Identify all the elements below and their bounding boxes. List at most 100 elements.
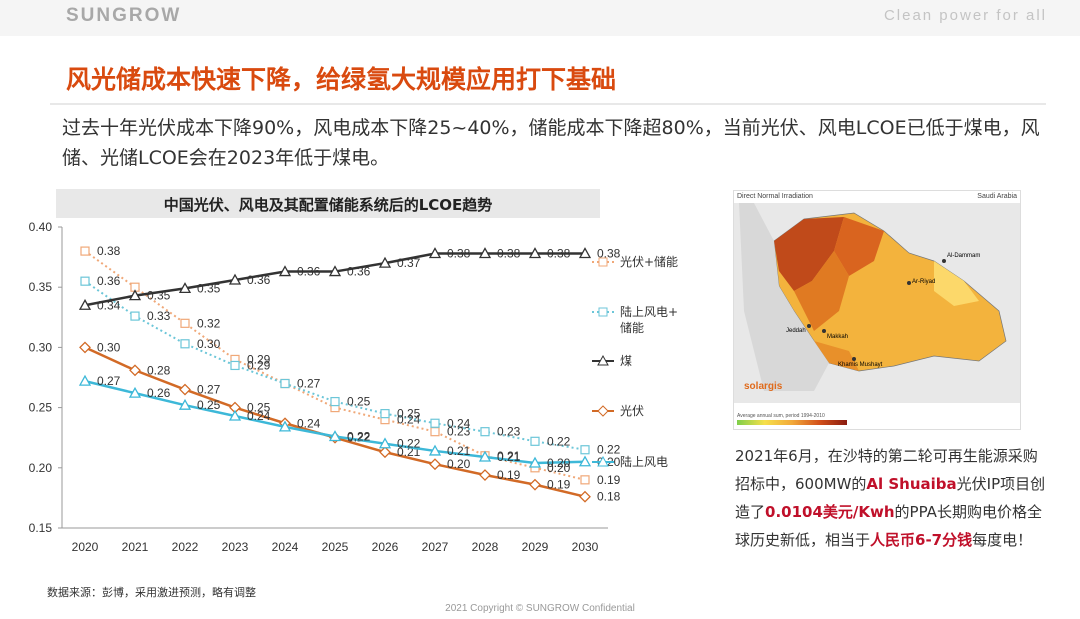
data-label: 0.30 [197,337,221,351]
map-caption: 2021年6月，在沙特的第二轮可再生能源采购招标中，600MW的Al Shuai… [735,447,1046,549]
data-point [528,247,542,259]
tagline: Clean power for all [883,7,1047,24]
data-point [278,420,292,432]
data-label: 0.19 [597,473,621,487]
data-point [478,450,492,462]
data-label: 0.21 [497,450,521,464]
city-label: Makkah [827,334,849,340]
data-point [129,364,141,377]
data-label: 0.18 [597,490,621,504]
data-point [78,374,92,386]
data-label: 0.20 [547,456,571,470]
data-label: 0.27 [197,383,221,397]
city-label: Ar-Riyad [912,279,936,285]
chart-title: 中国光伏、风电及其配置储能系统后的LCOE趋势 [163,196,493,214]
map-heading: Direct Normal Irradiation [737,193,813,200]
data-point [128,289,142,301]
data-label: 0.33 [147,309,171,323]
data-label: 0.35 [197,281,221,295]
page-subtitle: 过去十年光伏成本下降90%，风电成本下降25~40%，储能成本下降超80%，当前… [62,117,1040,169]
y-tick-label: 0.30 [29,340,53,354]
y-tick-label: 0.25 [29,401,53,415]
chart-title-banner [56,189,600,218]
legend-label: 陆上风电+ [620,304,678,319]
data-label: 0.28 [147,363,171,377]
data-label: 0.27 [97,374,121,388]
data-label: 0.27 [297,377,321,391]
map-country: Saudi Arabia [977,193,1017,200]
data-label: 0.19 [547,478,571,492]
data-label: 0.38 [497,246,521,260]
data-point [180,339,190,349]
data-point [529,478,541,491]
data-point [429,458,441,471]
x-tick-label: 2028 [472,540,499,554]
data-label: 0.38 [97,244,121,258]
data-point [378,256,392,268]
data-point [580,475,590,485]
data-point [430,418,440,428]
data-label: 0.23 [497,425,521,439]
x-tick-label: 2023 [222,540,249,554]
data-point [130,311,140,321]
data-point [379,446,391,459]
source-note: 数据来源：彭博，采用激进预测，略有调整 [47,586,256,599]
legend-label: 光伏+储能 [620,254,678,269]
data-point [228,409,242,421]
y-tick-label: 0.20 [29,461,53,475]
data-point [180,318,190,328]
data-point [278,265,292,277]
data-label: 0.36 [97,274,121,288]
data-point [280,378,290,389]
data-label: 0.29 [247,352,271,366]
data-point [430,427,440,437]
legend-label: 煤 [620,354,632,368]
legend-marker [597,405,609,417]
data-label: 0.25 [247,401,271,415]
legend-label: 储能 [620,320,644,335]
x-tick-label: 2030 [572,540,599,554]
x-tick-label: 2020 [72,540,99,554]
data-label: 0.22 [547,434,571,448]
data-point [578,455,592,467]
data-label: 0.35 [147,289,171,303]
city-label: Jeddah [786,328,806,334]
x-tick-label: 2021 [122,540,149,554]
data-point [328,265,342,277]
data-label: 0.24 [397,413,421,427]
data-label: 0.36 [297,265,321,279]
data-point [128,386,142,398]
top-bar: SUNGROW Clean power for all [0,0,1080,36]
data-point [380,409,390,419]
solargis-logo: solargis [744,381,783,392]
data-label: 0.24 [247,409,271,423]
company-logo: SUNGROW [66,5,182,26]
data-label: 0.25 [397,407,421,421]
data-label: 0.38 [547,246,571,260]
map-graphic [734,203,1020,403]
data-label: 0.30 [97,340,121,354]
data-point [80,246,90,256]
data-label: 0.22 [347,429,371,443]
data-point [80,276,90,286]
data-label: 0.25 [197,398,221,412]
data-label: 0.36 [347,265,371,279]
data-point [578,247,592,259]
data-point [328,430,342,442]
y-tick-label: 0.15 [29,521,53,535]
page-title: 风光储成本快速下降，给绿氢大规模应用打下基础 [66,65,617,94]
data-point [528,456,542,468]
data-label: 0.22 [597,443,621,457]
data-point [580,445,590,455]
data-point [530,436,540,446]
x-tick-label: 2026 [372,540,399,554]
x-tick-label: 2029 [522,540,549,554]
x-tick-label: 2022 [172,540,199,554]
city-label: Al-Dammam [947,253,981,259]
data-point [330,396,340,407]
data-label: 0.22 [397,437,421,451]
data-point [79,341,91,354]
legend-marker [597,354,609,366]
data-point [179,383,191,396]
